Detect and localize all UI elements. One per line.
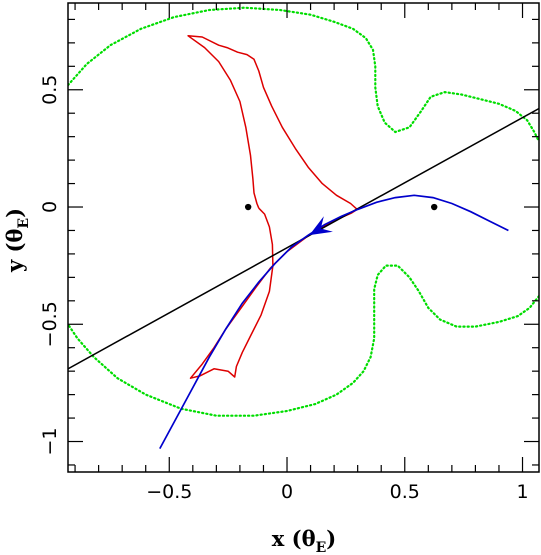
caustic-curve [187, 35, 358, 379]
trajectory-arrow [309, 216, 333, 236]
y-tick-label: 0.5 [39, 75, 61, 105]
x-tick-label: 1 [516, 481, 528, 503]
x-tick-label: 0.5 [390, 481, 420, 503]
x-tick-label: −0.5 [146, 481, 192, 503]
y-axis-label: y (θE) [2, 208, 32, 273]
critical-curve-lower [68, 264, 539, 417]
y-tick-label: −1 [39, 428, 61, 456]
x-axis-label: x (θE) [272, 526, 336, 555]
tick-marks [68, 3, 539, 472]
tick-labels: −0.5 0 0.5 1 −1 −0.5 0 0.5 [39, 75, 529, 503]
x-tick-label: 0 [281, 481, 293, 503]
data-layer [68, 6, 539, 450]
axes-box [67, 2, 540, 473]
y-tick-label: −0.5 [39, 301, 61, 347]
critical-curve-outer [68, 6, 539, 143]
y-tick-label: 0 [39, 201, 61, 213]
lens-layer [244, 203, 438, 211]
plot-frame [67, 2, 540, 473]
lens-point-1 [244, 203, 252, 211]
lens-point-2 [431, 203, 438, 211]
source-trajectory [159, 194, 509, 450]
